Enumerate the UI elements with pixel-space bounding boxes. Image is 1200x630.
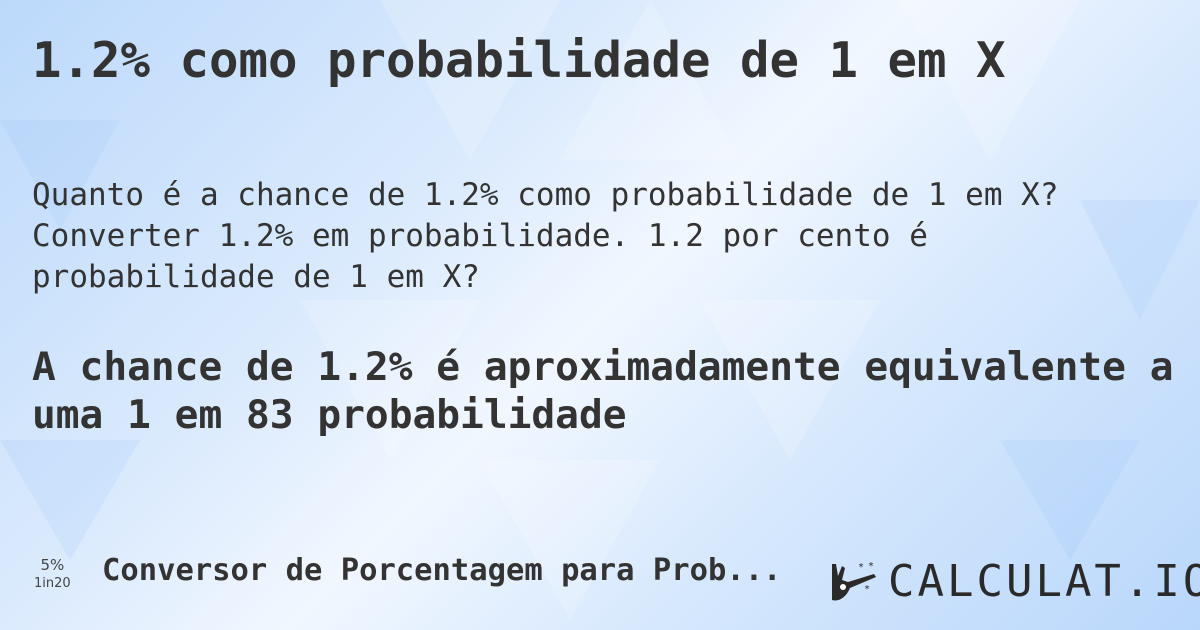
- logo-text: CALCULAT.IO: [888, 556, 1200, 607]
- answer-text: A chance de 1.2% é aproximadamente equiv…: [32, 344, 1174, 438]
- magic-hand-wand-icon: * **: [832, 561, 876, 600]
- percent-badge: 5% 1in20: [34, 556, 71, 591]
- question-text: Quanto é a chance de 1.2% como probabili…: [32, 177, 1059, 295]
- svg-text:*: *: [858, 562, 864, 573]
- calculat-io-logo[interactable]: * * * CALCULAT.IO: [828, 556, 1200, 607]
- svg-text:*: *: [868, 561, 874, 572]
- converter-link[interactable]: Conversor de Porcentagem para Prob...: [102, 553, 782, 588]
- svg-text:*: *: [864, 584, 870, 595]
- page-title: 1.2% como probabilidade de 1 em X: [32, 32, 1006, 89]
- badge-ratio: 1in20: [34, 576, 71, 591]
- badge-percent: 5%: [40, 556, 65, 574]
